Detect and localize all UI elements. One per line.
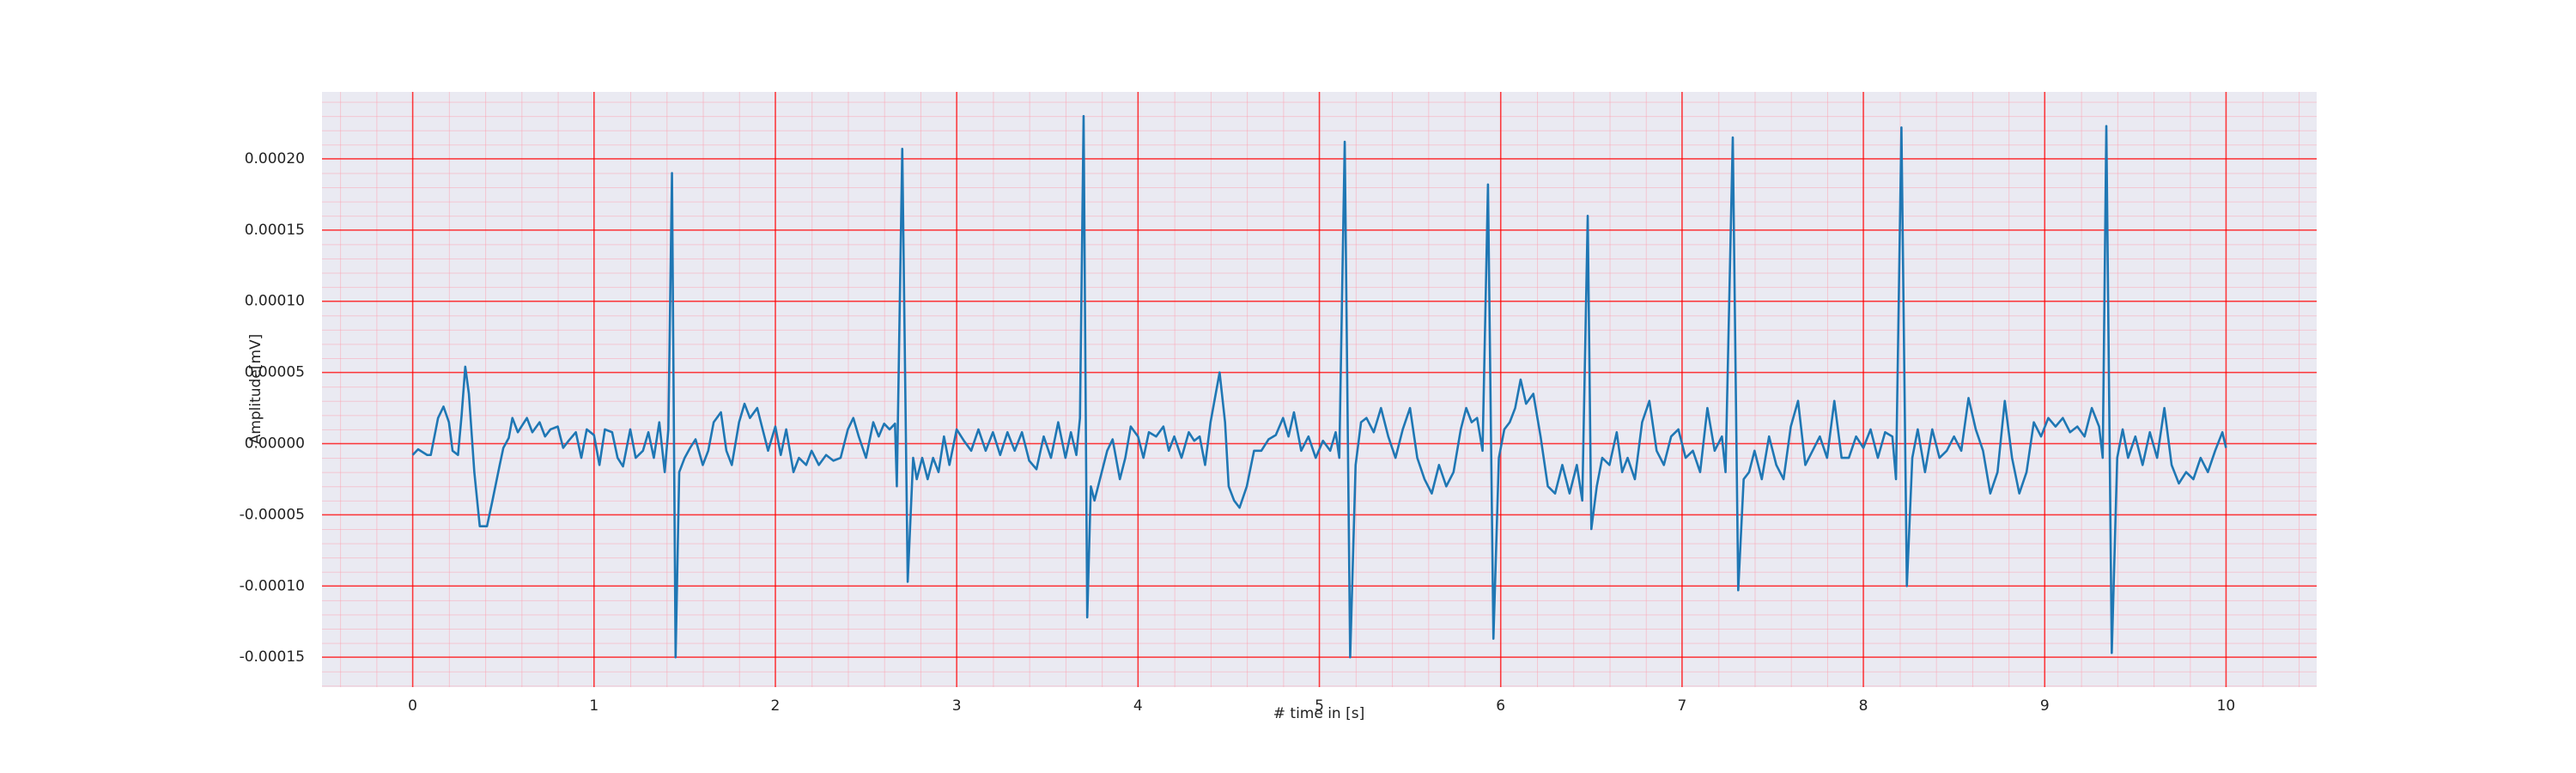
y-tick-label: 0.00020 [245, 150, 305, 167]
x-tick-label: 2 [771, 697, 781, 715]
x-tick-label: 7 [1677, 697, 1686, 715]
x-tick-label: 5 [1315, 697, 1324, 715]
y-tick-label: -0.00005 [240, 506, 305, 523]
x-tick-label: 8 [1859, 697, 1868, 715]
x-axis-label: # time in [s] [1273, 705, 1364, 722]
y-tick-label: -0.00015 [240, 648, 305, 666]
x-tick-label: 1 [589, 697, 598, 715]
y-axis-label: Amplitude[mV] [247, 334, 264, 445]
y-tick-label: 0.00000 [245, 435, 305, 453]
x-tick-label: 3 [952, 697, 962, 715]
x-tick-label: 0 [408, 697, 417, 715]
x-tick-label: 4 [1133, 697, 1143, 715]
x-tick-label: 6 [1496, 697, 1505, 715]
x-tick-label: 10 [2217, 697, 2236, 715]
y-tick-label: 0.00005 [245, 364, 305, 381]
grid [322, 92, 2317, 687]
marks [411, 114, 2227, 659]
y-tick-label: -0.00010 [240, 577, 305, 594]
y-tick-label: 0.00015 [245, 222, 305, 239]
x-tick-label: 9 [2040, 697, 2050, 715]
labels: 0 1 2 3 4 5 6 7 8 9 10 -0.00015 -0.00010 -0.00005 0.00… [240, 150, 2236, 715]
y-tick-label: 0.00010 [245, 293, 305, 310]
signal-line [411, 114, 2227, 659]
